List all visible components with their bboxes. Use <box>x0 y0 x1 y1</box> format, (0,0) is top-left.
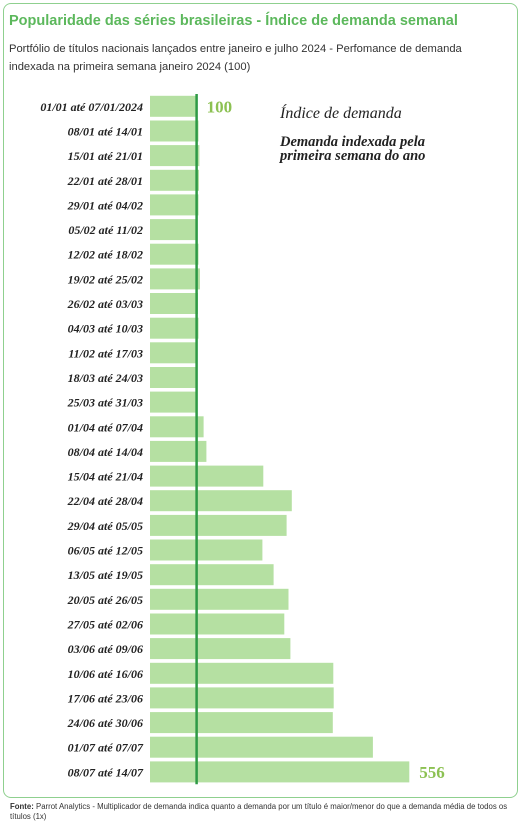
category-label: 29/01 até 04/02 <box>67 198 143 212</box>
bar-13 <box>150 391 197 413</box>
category-label: 26/02 até 03/03 <box>67 297 143 311</box>
category-label: 08/01 até 14/01 <box>68 125 143 139</box>
category-label: 01/07 até 07/07 <box>68 741 144 755</box>
bar-17 <box>150 490 292 512</box>
chart-title: Popularidade das séries brasileiras - Ín… <box>9 13 458 29</box>
category-label: 11/02 até 17/03 <box>68 346 143 360</box>
category-label: 15/04 até 21/04 <box>68 470 143 484</box>
bar-8 <box>150 268 200 290</box>
bar-20 <box>150 564 274 586</box>
bar-23 <box>150 638 291 660</box>
bar-27 <box>150 736 373 758</box>
bar-22 <box>150 613 285 635</box>
category-label: 03/06 até 09/06 <box>68 642 143 656</box>
category-label: 27/05 até 02/06 <box>67 618 143 632</box>
source-note: Fonte: Parrot Analytics - Multiplicador … <box>10 802 510 822</box>
annotation-description-line: primeira semana do ano <box>278 148 425 164</box>
bar-7 <box>150 243 199 265</box>
category-label: 04/03 até 10/03 <box>68 322 143 336</box>
bar-3 <box>150 145 200 167</box>
bar-10 <box>150 317 199 339</box>
category-label: 20/05 até 26/05 <box>67 593 143 607</box>
category-label: 17/06 até 23/06 <box>68 691 143 705</box>
bar-26 <box>150 712 333 734</box>
category-label: 22/04 até 28/04 <box>67 494 143 508</box>
bar-16 <box>150 465 264 487</box>
data-label: 556 <box>419 763 445 782</box>
chart-subtitle: Portfólio de títulos nacionais lançados … <box>9 43 462 73</box>
bar-19 <box>150 539 263 561</box>
bar-12 <box>150 367 197 388</box>
category-label: 08/04 até 14/04 <box>68 445 143 459</box>
category-label: 05/02 até 11/02 <box>68 223 143 237</box>
category-label: 29/04 até 05/05 <box>67 519 143 533</box>
bar-21 <box>150 588 289 610</box>
category-label: 08/07 até 14/07 <box>68 765 144 779</box>
bar-4 <box>150 169 199 191</box>
bar-14 <box>150 416 204 438</box>
category-label: 01/01 até 07/01/2024 <box>40 100 143 114</box>
bar-15 <box>150 440 207 462</box>
bar-24 <box>150 662 334 684</box>
category-label: 10/06 até 16/06 <box>68 667 143 681</box>
category-label: 12/02 até 18/02 <box>68 248 143 262</box>
source-label: Fonte: <box>10 802 34 811</box>
bar-11 <box>150 342 198 364</box>
category-label: 13/05 até 19/05 <box>68 568 143 582</box>
bar-2 <box>150 120 199 142</box>
category-label: 25/03 até 31/03 <box>67 396 143 410</box>
category-label: 19/02 até 25/02 <box>68 272 143 286</box>
source-text: Parrot Analytics - Multiplicador de dema… <box>10 802 508 821</box>
category-label: 22/01 até 28/01 <box>67 174 143 188</box>
bar-18 <box>150 514 287 536</box>
category-label: 24/06 até 30/06 <box>67 716 143 730</box>
category-label: 18/03 até 24/03 <box>68 371 143 385</box>
category-label: 01/04 até 07/04 <box>68 420 143 434</box>
bar-9 <box>150 293 198 314</box>
bar-28 <box>150 761 410 783</box>
bar-1 <box>150 95 197 117</box>
data-label: 100 <box>207 97 233 116</box>
bar-25 <box>150 687 334 709</box>
category-label: 15/01 até 21/01 <box>68 149 143 163</box>
bar-5 <box>150 194 199 216</box>
annotation-description-line: Demanda indexada pela <box>279 134 425 150</box>
annotation-title: Índice de demanda <box>279 103 402 122</box>
bar-6 <box>150 219 198 241</box>
category-label: 06/05 até 12/05 <box>68 544 143 558</box>
